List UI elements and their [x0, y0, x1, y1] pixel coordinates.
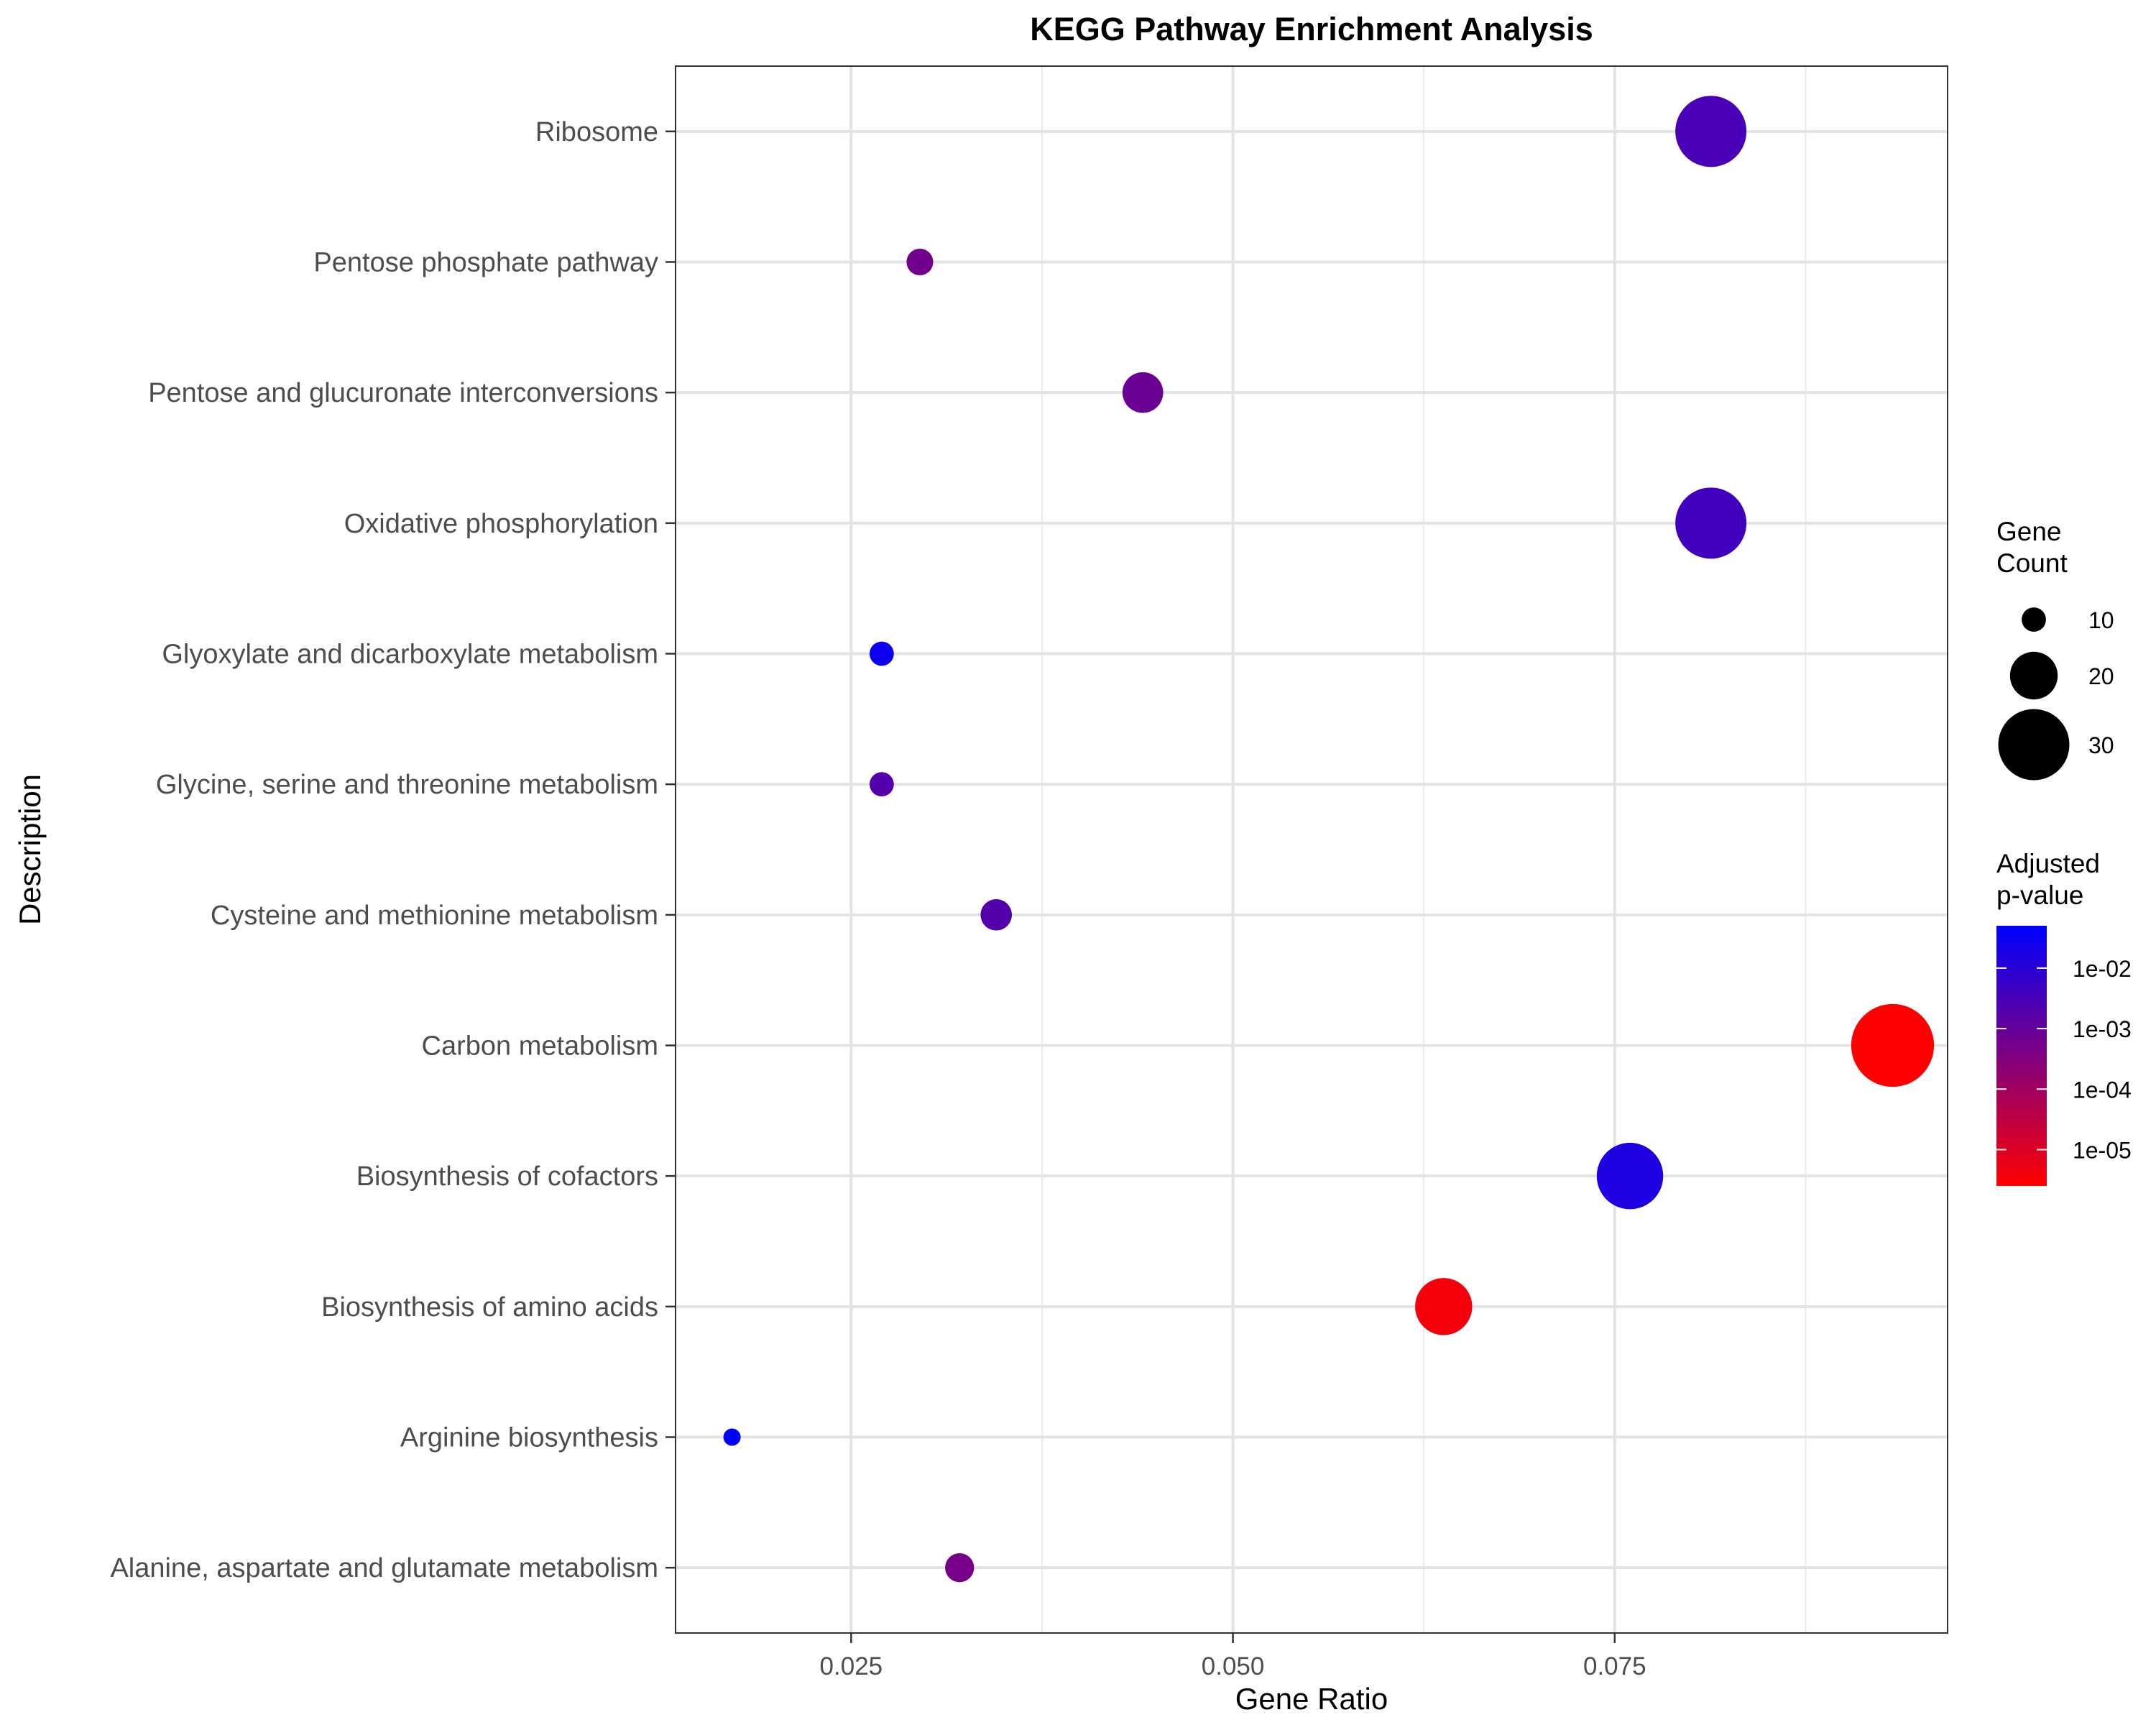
size-legend-key [2009, 651, 2058, 700]
data-point [1596, 1142, 1664, 1210]
color-legend-bar [1996, 926, 2047, 1186]
y-tick-label: Biosynthesis of amino acids [321, 1292, 658, 1322]
chart-title: KEGG Pathway Enrichment Analysis [1030, 11, 1593, 47]
size-legend-key [1998, 709, 2070, 781]
size-legend-label: 30 [2088, 732, 2114, 758]
color-legend-label: 1e-05 [2073, 1137, 2132, 1163]
data-point [1415, 1278, 1473, 1335]
y-axis: Alanine, aspartate and glutamate metabol… [110, 117, 676, 1583]
size-legend-key [2022, 607, 2046, 632]
y-tick-label: Pentose and glucuronate interconversions [148, 378, 658, 408]
plot-panel [676, 66, 1948, 1633]
size-legend-title-line2: Count [1996, 548, 2068, 578]
size-legend-title-line1: Gene [1996, 517, 2062, 546]
data-point [1122, 372, 1164, 413]
panel-border [675, 65, 1948, 1634]
y-axis-title: Description [13, 774, 47, 925]
y-tick-label: Glycine, serine and threonine metabolism [156, 770, 658, 800]
y-tick-label: Alanine, aspartate and glutamate metabol… [110, 1553, 658, 1583]
color-legend: Adjusted p-value 1e-02 1e-03 1e-04 1e-05 [1996, 849, 2132, 1186]
data-point [980, 899, 1012, 931]
y-tick-label: Cysteine and methionine metabolism [211, 901, 658, 931]
data-point [723, 1428, 741, 1446]
y-tick-label: Carbon metabolism [422, 1031, 658, 1062]
x-tick-label: 0.050 [1202, 1652, 1265, 1680]
y-tick-label: Pentose phosphate pathway [313, 248, 658, 278]
x-axis-title: Gene Ratio [1235, 1682, 1388, 1716]
y-tick-label: Arginine biosynthesis [400, 1423, 658, 1453]
y-tick-label: Oxidative phosphorylation [344, 509, 658, 539]
grid-lines [676, 66, 1948, 1633]
color-legend-label: 1e-02 [2073, 956, 2132, 982]
data-point [906, 248, 934, 276]
data-point [869, 641, 894, 666]
data-point [1851, 1003, 1935, 1087]
color-legend-label: 1e-04 [2073, 1077, 2132, 1103]
data-points [723, 96, 1935, 1583]
y-tick-label: Glyoxylate and dicarboxylate metabolism [162, 640, 658, 670]
data-point [1675, 487, 1747, 559]
size-legend-label: 10 [2088, 607, 2114, 633]
data-point [1675, 96, 1747, 167]
x-axis: 0.025 0.050 0.075 [820, 1633, 1646, 1680]
y-tick-label: Biosynthesis of cofactors [356, 1162, 658, 1192]
color-legend-title-line1: Adjusted [1996, 849, 2100, 878]
data-point [869, 772, 894, 797]
y-tick-label: Ribosome [535, 117, 658, 147]
size-legend-label: 20 [2088, 663, 2114, 689]
color-legend-title-line2: p-value [1996, 880, 2083, 910]
size-legend: Gene Count 10 20 30 [1996, 517, 2114, 781]
data-point [945, 1553, 975, 1583]
x-tick-label: 0.025 [820, 1652, 883, 1680]
x-tick-label: 0.075 [1583, 1652, 1646, 1680]
color-legend-label: 1e-03 [2073, 1016, 2132, 1042]
